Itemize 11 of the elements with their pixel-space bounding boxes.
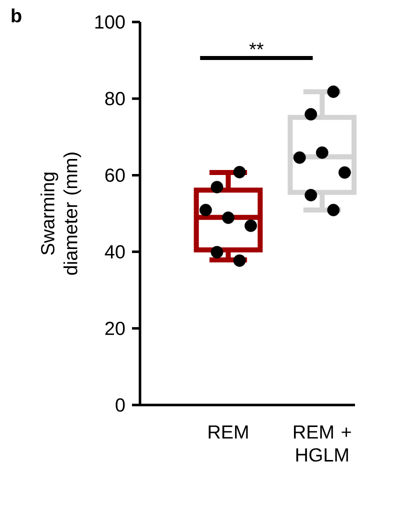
- y-tick-label: 40: [104, 245, 125, 258]
- y-tick-label: 20: [105, 322, 125, 336]
- chart-title: b: [12, 8, 22, 22]
- y-tick-label: 80: [105, 92, 125, 106]
- y-tick-label: 100: [95, 15, 125, 29]
- y-tick-label: 0: [116, 398, 125, 412]
- x-tick-label: REM + HGLM: [294, 426, 351, 462]
- y-axis-title: Swarming diameter (mm): [40, 152, 82, 275]
- y-tick-label: 60: [105, 168, 125, 182]
- annotation: **: [249, 42, 264, 50]
- x-tick-label: REM: [208, 426, 248, 439]
